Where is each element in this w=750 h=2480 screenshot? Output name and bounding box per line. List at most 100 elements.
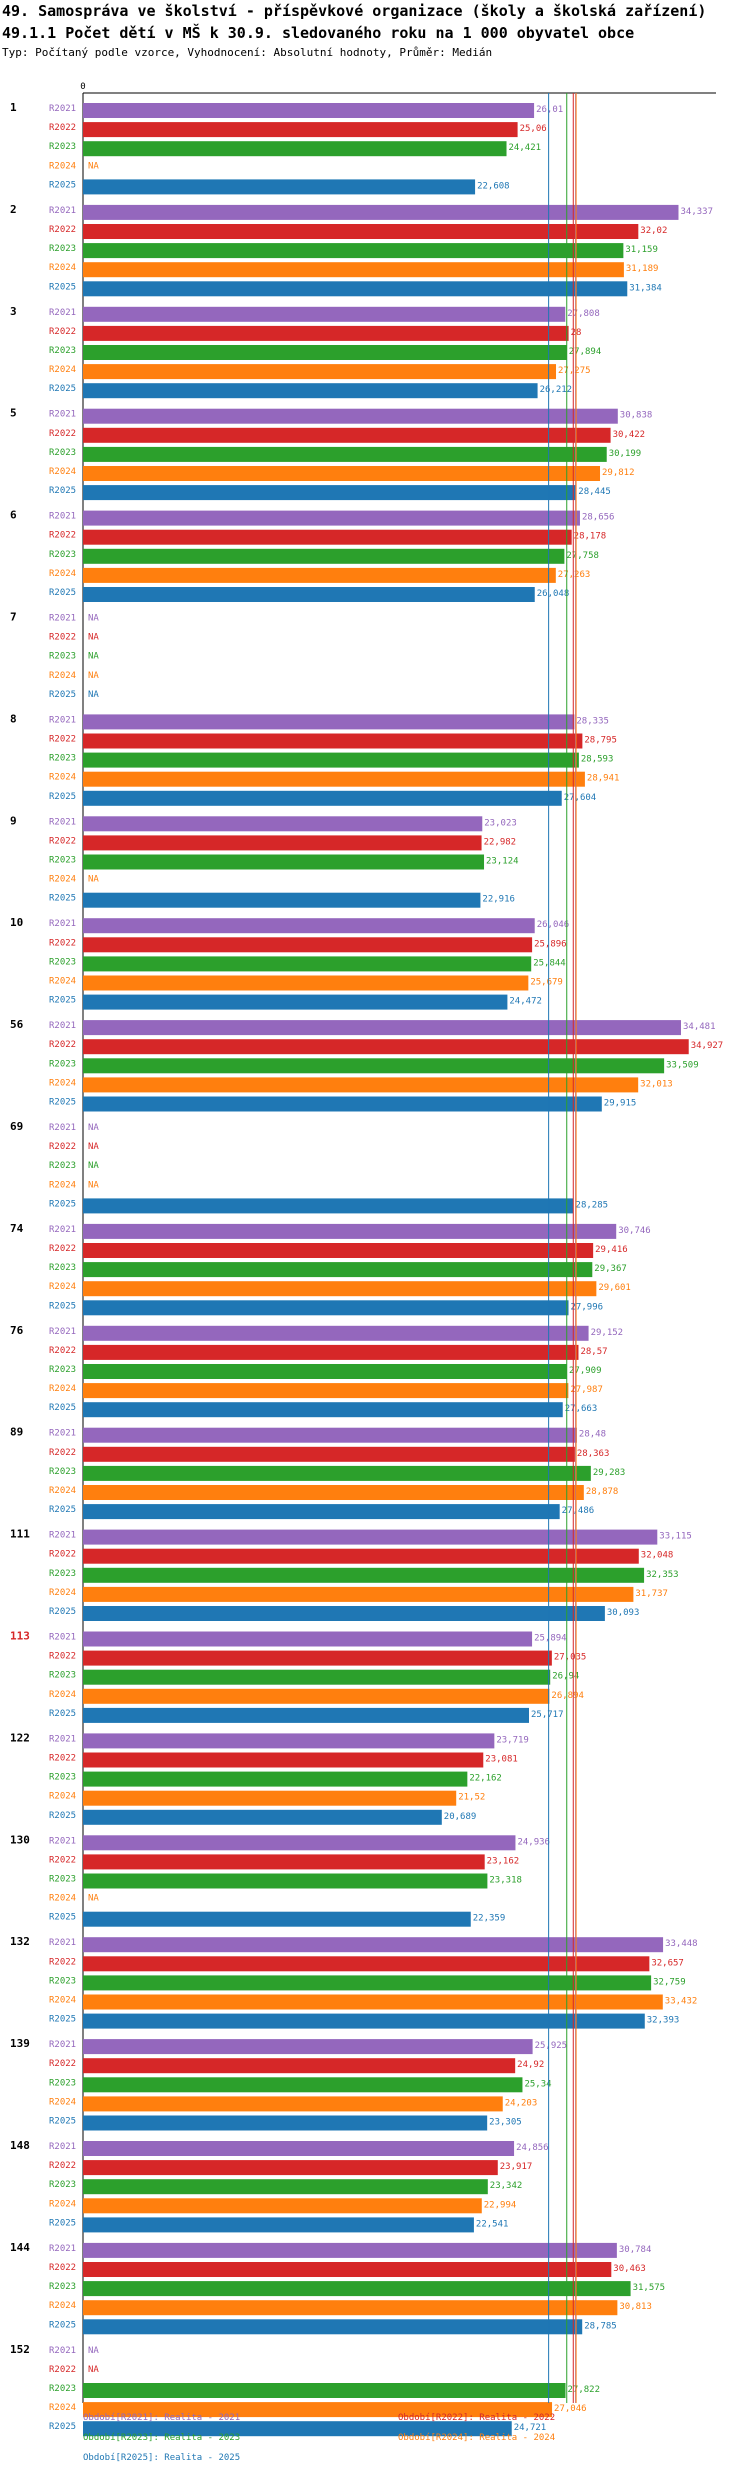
value-label: 24,421	[509, 143, 542, 153]
value-label: 22,916	[482, 895, 515, 905]
series-label-R2022: R2022	[49, 938, 76, 948]
series-label-R2024: R2024	[49, 467, 76, 477]
group-label-10: 10	[10, 916, 23, 929]
value-label: 30,422	[613, 430, 646, 440]
series-label-R2023: R2023	[49, 346, 76, 356]
value-label: 29,283	[593, 1468, 626, 1478]
bar-89-R2023	[83, 1465, 591, 1481]
bar-111-R2024	[83, 1586, 634, 1602]
value-label: 28,285	[576, 1200, 609, 1210]
value-label: 32,048	[641, 1551, 674, 1561]
series-label-R2023: R2023	[49, 1263, 76, 1273]
series-label-R2021: R2021	[49, 104, 76, 114]
series-label-R2023: R2023	[49, 244, 76, 254]
bar-9-R2025	[83, 892, 481, 908]
group-label-56: 56	[10, 1018, 24, 1031]
bar-89-R2021	[83, 1427, 577, 1443]
value-label: 28,48	[579, 1430, 606, 1440]
value-label: 25,679	[530, 978, 563, 988]
bar-148-R2025	[83, 2217, 474, 2233]
bar-9-R2022	[83, 835, 482, 851]
bar-5-R2023	[83, 446, 607, 462]
value-label: 23,318	[489, 1876, 522, 1886]
series-label-R2022: R2022	[49, 836, 76, 846]
series-label-R2024: R2024	[49, 569, 76, 579]
series-label-R2021: R2021	[49, 2244, 76, 2254]
value-label: 27,663	[565, 1404, 598, 1414]
bar-148-R2022	[83, 2160, 498, 2176]
series-label-R2022: R2022	[49, 1652, 76, 1662]
bar-74-R2023	[83, 1262, 593, 1278]
bar-74-R2025	[83, 1300, 569, 1316]
value-label: 29,601	[598, 1283, 631, 1293]
value-label: 27,486	[562, 1506, 595, 1516]
series-label-R2025: R2025	[49, 2015, 76, 2025]
series-label-R2022: R2022	[49, 1142, 76, 1152]
value-label: 27,996	[571, 1302, 604, 1312]
series-label-R2024: R2024	[49, 2097, 76, 2107]
series-label-R2022: R2022	[49, 429, 76, 439]
value-label: 22,608	[477, 181, 510, 191]
bar-132-R2023	[83, 1975, 652, 1991]
series-label-R2024: R2024	[49, 773, 76, 783]
value-label: 20,689	[444, 1812, 477, 1822]
bar-10-R2025	[83, 994, 508, 1010]
value-label: 27,604	[564, 793, 597, 803]
series-label-R2023: R2023	[49, 2384, 76, 2394]
group-label-2: 2	[10, 203, 17, 216]
series-label-R2022: R2022	[49, 2161, 76, 2171]
bar-56-R2024	[83, 1077, 639, 1093]
series-label-R2021: R2021	[49, 1633, 76, 1643]
series-label-R2021: R2021	[49, 1123, 76, 1133]
value-label: 21,52	[458, 1793, 485, 1803]
value-label: 31,575	[633, 2283, 666, 2293]
bar-76-R2021	[83, 1325, 589, 1341]
series-label-R2022: R2022	[49, 123, 76, 133]
value-label: 28,785	[584, 2321, 617, 2331]
na-label: NA	[88, 614, 99, 624]
series-label-R2025: R2025	[49, 588, 76, 598]
value-label: 25,925	[535, 2041, 568, 2051]
series-label-R2022: R2022	[49, 1040, 76, 1050]
series-label-R2022: R2022	[49, 2263, 76, 2273]
page-title: 49. Samospráva ve školství - příspěvkové…	[2, 2, 707, 20]
series-label-R2025: R2025	[49, 1199, 76, 1209]
series-label-R2023: R2023	[49, 1365, 76, 1375]
value-label: 30,784	[619, 2245, 652, 2255]
series-label-R2025: R2025	[49, 2320, 76, 2330]
bar-8-R2023	[83, 752, 579, 768]
value-label: 23,081	[485, 1755, 518, 1765]
bar-130-R2021	[83, 1835, 516, 1851]
group-label-152: 152	[10, 2343, 30, 2356]
value-label: 28,363	[577, 1449, 610, 1459]
value-label: 25,896	[534, 939, 567, 949]
legend-r2021: Období[R2021]: Realita - 2021	[83, 2413, 240, 2423]
bar-74-R2022	[83, 1243, 594, 1258]
bar-113-R2025	[83, 1707, 529, 1723]
group-label-130: 130	[10, 1833, 30, 1846]
series-label-R2021: R2021	[49, 1938, 76, 1948]
value-label: 27,909	[569, 1366, 602, 1376]
value-label: 27,987	[570, 1385, 603, 1395]
series-label-R2025: R2025	[49, 1811, 76, 1821]
na-label: NA	[88, 633, 99, 643]
series-label-R2024: R2024	[49, 2301, 76, 2311]
value-label: 29,812	[602, 468, 635, 478]
bar-144-R2021	[83, 2242, 617, 2258]
series-label-R2021: R2021	[49, 2346, 76, 2356]
value-label: 34,481	[683, 1022, 716, 1032]
value-label: 26,212	[540, 385, 573, 395]
bar-76-R2025	[83, 1402, 563, 1418]
value-label: 30,813	[619, 2302, 652, 2312]
bar-74-R2021	[83, 1223, 617, 1239]
value-label: 25,844	[533, 958, 566, 968]
series-label-R2022: R2022	[49, 2365, 76, 2375]
series-label-R2021: R2021	[49, 1327, 76, 1337]
series-label-R2023: R2023	[49, 2180, 76, 2190]
value-label: 32,393	[647, 2016, 680, 2026]
value-label: 32,657	[651, 1958, 684, 1968]
bar-56-R2021	[83, 1020, 681, 1036]
bar-139-R2024	[83, 2096, 503, 2112]
series-label-R2025: R2025	[49, 894, 76, 904]
group-label-132: 132	[10, 1935, 30, 1948]
